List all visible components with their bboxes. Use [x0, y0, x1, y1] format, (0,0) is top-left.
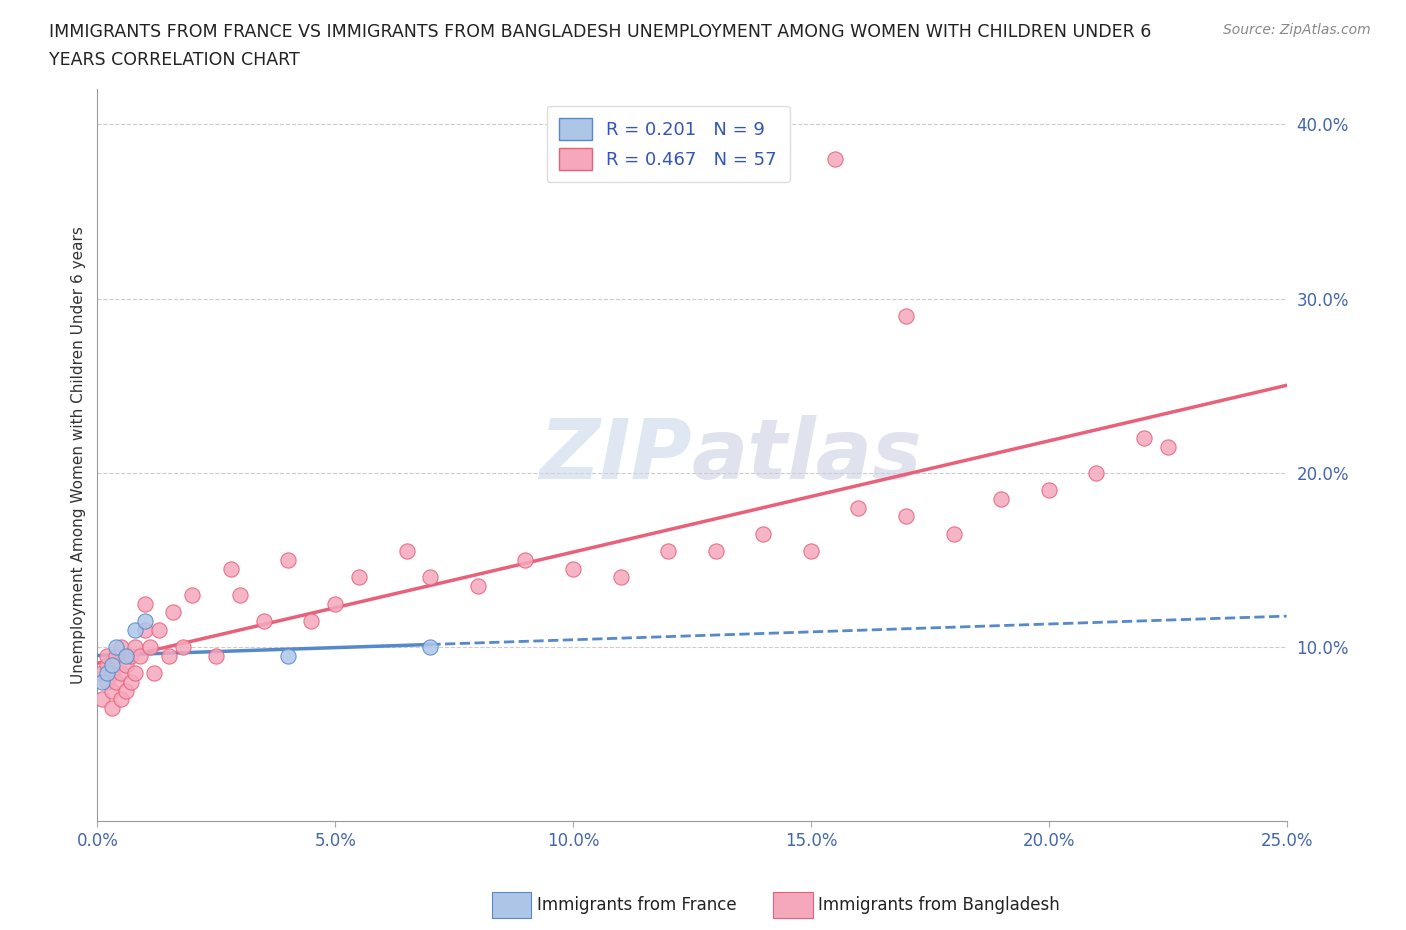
- Point: [124, 622, 146, 637]
- Point: [205, 648, 228, 663]
- Point: [157, 648, 180, 663]
- Point: [1156, 439, 1178, 454]
- Y-axis label: Unemployment Among Women with Children Under 6 years: Unemployment Among Women with Children U…: [72, 227, 86, 684]
- Point: [105, 674, 128, 689]
- Point: [115, 684, 138, 698]
- Point: [752, 526, 775, 541]
- Point: [115, 658, 138, 672]
- Point: [91, 666, 114, 681]
- Point: [894, 509, 917, 524]
- Point: [134, 614, 156, 629]
- Point: [894, 309, 917, 324]
- Point: [323, 596, 346, 611]
- Text: Immigrants from Bangladesh: Immigrants from Bangladesh: [818, 896, 1060, 914]
- Point: [100, 658, 122, 672]
- Point: [657, 544, 679, 559]
- Point: [96, 666, 118, 681]
- Point: [96, 648, 118, 663]
- Point: [100, 700, 122, 715]
- Point: [91, 692, 114, 707]
- Point: [419, 640, 441, 655]
- Point: [229, 588, 252, 603]
- Legend: R = 0.201   N = 9, R = 0.467   N = 57: R = 0.201 N = 9, R = 0.467 N = 57: [547, 106, 790, 182]
- Point: [110, 692, 132, 707]
- Point: [100, 666, 122, 681]
- Point: [105, 640, 128, 655]
- Point: [124, 666, 146, 681]
- Point: [181, 588, 204, 603]
- Point: [277, 552, 299, 567]
- Point: [134, 622, 156, 637]
- Point: [138, 640, 160, 655]
- Point: [134, 596, 156, 611]
- Point: [1085, 465, 1108, 480]
- Point: [800, 544, 823, 559]
- Point: [162, 604, 184, 619]
- Point: [219, 562, 242, 577]
- Point: [515, 552, 537, 567]
- Point: [120, 648, 142, 663]
- Text: atlas: atlas: [692, 415, 922, 496]
- Point: [562, 562, 585, 577]
- Point: [419, 570, 441, 585]
- Text: YEARS CORRELATION CHART: YEARS CORRELATION CHART: [49, 51, 299, 69]
- Point: [467, 578, 489, 593]
- Point: [124, 640, 146, 655]
- Point: [115, 648, 138, 663]
- Text: Source: ZipAtlas.com: Source: ZipAtlas.com: [1223, 23, 1371, 37]
- Point: [1133, 431, 1156, 445]
- Point: [143, 666, 166, 681]
- Point: [110, 666, 132, 681]
- Point: [110, 640, 132, 655]
- Point: [96, 674, 118, 689]
- Point: [347, 570, 370, 585]
- Point: [848, 500, 870, 515]
- Point: [120, 674, 142, 689]
- Point: [100, 684, 122, 698]
- Point: [148, 622, 170, 637]
- Point: [96, 658, 118, 672]
- Point: [105, 648, 128, 663]
- Point: [990, 492, 1012, 507]
- Point: [172, 640, 194, 655]
- Point: [942, 526, 965, 541]
- Point: [704, 544, 727, 559]
- Point: [1038, 483, 1060, 498]
- Point: [91, 674, 114, 689]
- Point: [253, 614, 276, 629]
- Point: [395, 544, 418, 559]
- Text: Immigrants from France: Immigrants from France: [537, 896, 737, 914]
- Text: ZIP: ZIP: [540, 415, 692, 496]
- Point: [299, 614, 322, 629]
- Point: [277, 648, 299, 663]
- Point: [824, 152, 846, 166]
- Point: [129, 648, 152, 663]
- Point: [609, 570, 631, 585]
- Text: IMMIGRANTS FROM FRANCE VS IMMIGRANTS FROM BANGLADESH UNEMPLOYMENT AMONG WOMEN WI: IMMIGRANTS FROM FRANCE VS IMMIGRANTS FRO…: [49, 23, 1152, 41]
